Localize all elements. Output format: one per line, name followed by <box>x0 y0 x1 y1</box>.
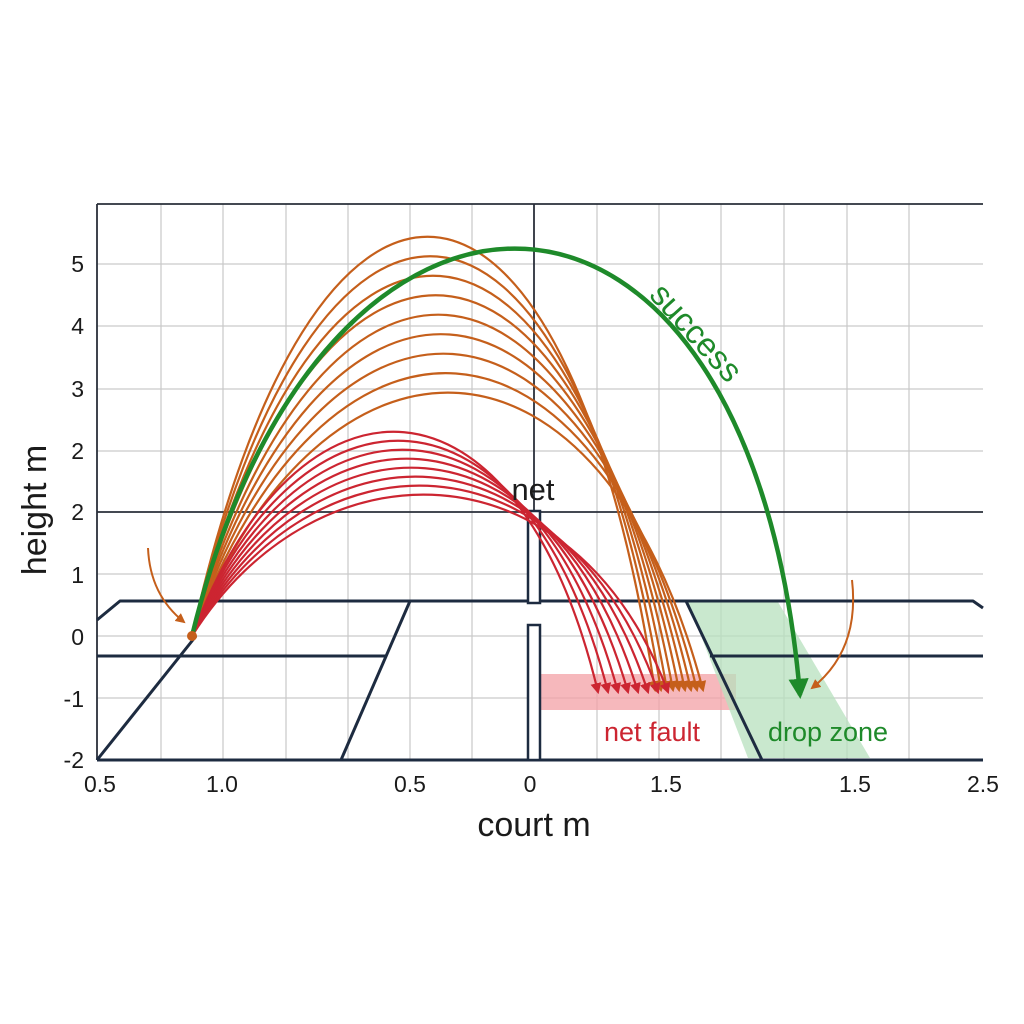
success-trajectory <box>189 246 809 700</box>
drop-pointer-arrow <box>810 579 855 690</box>
trajectory-6 <box>191 484 661 695</box>
net-post <box>526 509 542 762</box>
trajectory-5 <box>191 475 651 695</box>
x-tick-1: 1.0 <box>206 771 238 797</box>
net-label: net <box>511 472 554 507</box>
y-tick-7: -1 <box>64 686 84 712</box>
y-axis-title: height m <box>16 445 54 575</box>
trajectory-6 <box>190 352 695 693</box>
x-tick-2: 0.5 <box>394 771 426 797</box>
y-tick-8: -2 <box>64 747 84 773</box>
x-tick-3: 0 <box>524 771 537 797</box>
trajectory-0 <box>190 430 602 695</box>
net-fault-label: net fault <box>604 717 701 747</box>
y-tick-3: 2 <box>71 438 84 464</box>
y-tick-0: 5 <box>71 251 84 277</box>
y-tick-1: 4 <box>71 313 84 339</box>
drop-zone-label: drop zone <box>768 717 888 747</box>
launch-point <box>187 631 197 641</box>
trajectory-7 <box>191 493 671 695</box>
drop-zone <box>688 602 870 758</box>
x-tick-4: 1.5 <box>650 771 682 797</box>
trajectory-3 <box>191 457 631 695</box>
y-tick-4: 2 <box>71 499 84 525</box>
trajectory-1 <box>190 439 612 695</box>
x-tick-5: 1.5 <box>839 771 871 797</box>
x-axis-title: court m <box>477 806 590 844</box>
y-tick-2: 3 <box>71 376 84 402</box>
launch-pointer-arrow <box>147 547 186 624</box>
orange-trajectories <box>190 235 707 693</box>
y-tick-6: 0 <box>71 624 84 650</box>
red-trajectories <box>190 430 671 695</box>
x-tick-6: 2.5 <box>967 771 999 797</box>
trajectory-2 <box>190 448 621 695</box>
trajectory-4 <box>191 466 641 695</box>
y-tick-5: 1 <box>71 562 84 588</box>
x-tick-0: 0.5 <box>84 771 116 797</box>
